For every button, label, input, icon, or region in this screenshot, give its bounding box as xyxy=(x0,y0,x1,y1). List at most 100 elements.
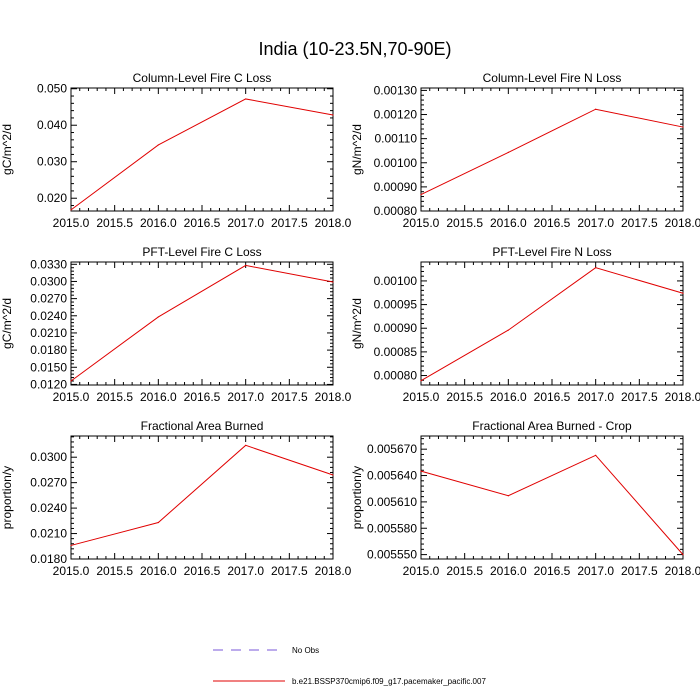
y-tick-label: 0.0210 xyxy=(30,527,67,541)
y-tick-label: 0.00080 xyxy=(374,204,418,218)
x-tick-label: 2015.0 xyxy=(53,564,90,578)
x-tick-label: 2016.5 xyxy=(534,564,571,578)
panel-title: Fractional Area Burned xyxy=(141,419,264,433)
plot-frame xyxy=(70,261,334,386)
y-tick-label: 0.0270 xyxy=(30,476,67,490)
chart-panels: Column-Level Fire C Loss gC/m^2/d 2015.0 20… xyxy=(0,71,700,578)
y-tick-label: 0.0180 xyxy=(30,343,67,357)
y-axis-label: gC/m^2/d xyxy=(0,298,14,349)
x-tick-label: 2017.0 xyxy=(577,564,614,578)
x-tick-label: 2017.5 xyxy=(271,390,308,404)
data-point xyxy=(595,108,597,110)
y-tick-label: 0.030 xyxy=(37,155,67,169)
y-tick-label: 0.00095 xyxy=(374,298,418,312)
chart-panel-4: PFT-Level Fire N Loss gN/m^2/d 2015.0 2015.… xyxy=(350,245,700,404)
x-tick-label: 2015.5 xyxy=(446,390,483,404)
plot-frame xyxy=(420,435,684,560)
y-tick-label: 0.0180 xyxy=(30,552,67,566)
y-tick-label: 0.00090 xyxy=(374,321,418,335)
data-point xyxy=(157,521,159,524)
x-tick-label: 2016.0 xyxy=(140,390,177,404)
x-tick-label: 2015.0 xyxy=(53,390,90,404)
data-point xyxy=(332,281,334,283)
data-point xyxy=(420,380,422,382)
x-tick-label: 2016.5 xyxy=(184,564,221,578)
data-point xyxy=(157,316,159,318)
x-tick-label: 2017.0 xyxy=(227,216,264,230)
series-line xyxy=(420,267,684,382)
y-axis-label: gN/m^2/d xyxy=(350,298,364,349)
x-tick-label: 2018.0 xyxy=(665,216,700,230)
chart-panel-1: Column-Level Fire C Loss gC/m^2/d 2015.0 20… xyxy=(0,71,352,230)
x-tick-label: 2015.5 xyxy=(446,216,483,230)
plot-frame xyxy=(420,261,684,386)
plot-frame xyxy=(70,435,334,560)
x-tick-label: 2015.0 xyxy=(403,390,440,404)
y-tick-label: 0.0150 xyxy=(30,360,67,374)
x-tick-label: 2015.0 xyxy=(53,216,90,230)
x-tick-label: 2017.0 xyxy=(577,390,614,404)
x-tick-label: 2015.5 xyxy=(96,216,133,230)
x-tick-label: 2017.5 xyxy=(271,564,308,578)
data-point xyxy=(332,114,334,116)
chart-panel-2: Column-Level Fire N Loss gN/m^2/d 2015.0 20… xyxy=(350,71,700,230)
y-axis-label: gN/m^2/d xyxy=(350,124,364,175)
y-tick-label: 0.00090 xyxy=(374,180,418,194)
series-line xyxy=(70,444,334,546)
y-tick-label: 0.00080 xyxy=(374,369,418,383)
data-point xyxy=(682,554,684,556)
y-tick-label: 0.0210 xyxy=(30,326,67,340)
panel-title: PFT-Level Fire C Loss xyxy=(142,245,261,259)
y-tick-label: 0.005670 xyxy=(367,442,417,456)
x-tick-label: 2017.0 xyxy=(227,390,264,404)
series-line xyxy=(420,108,684,196)
series-line xyxy=(420,454,684,555)
y-tick-label: 0.005640 xyxy=(367,469,417,483)
y-tick-label: 0.0120 xyxy=(30,377,67,391)
data-point xyxy=(245,264,247,267)
y-tick-label: 0.0240 xyxy=(30,309,67,323)
x-tick-label: 2015.5 xyxy=(96,564,133,578)
chart-panel-6: Fractional Area Burned - Crop proportion/… xyxy=(350,419,700,578)
data-point xyxy=(70,544,72,547)
data-point xyxy=(595,267,597,269)
y-tick-label: 0.00100 xyxy=(374,274,418,288)
x-tick-label: 2016.0 xyxy=(140,216,177,230)
data-point xyxy=(420,194,422,196)
y-tick-label: 0.005580 xyxy=(367,521,417,535)
y-tick-label: 0.0300 xyxy=(30,450,67,464)
x-tick-label: 2016.0 xyxy=(490,564,527,578)
data-point xyxy=(70,209,72,211)
x-tick-label: 2015.5 xyxy=(96,390,133,404)
panel-title: Column-Level Fire C Loss xyxy=(133,71,272,85)
x-tick-label: 2016.0 xyxy=(490,216,527,230)
data-point xyxy=(420,470,422,472)
data-point xyxy=(332,474,334,476)
chart-panel-5: Fractional Area Burned proportion/y 2015.0… xyxy=(0,419,352,578)
x-tick-label: 2018.0 xyxy=(665,564,700,578)
panel-title: PFT-Level Fire N Loss xyxy=(492,245,611,259)
y-tick-label: 0.00110 xyxy=(375,132,418,146)
x-tick-label: 2017.0 xyxy=(577,216,614,230)
plot-frame xyxy=(420,87,684,212)
x-tick-label: 2017.5 xyxy=(621,216,658,230)
y-tick-label: 0.005550 xyxy=(367,548,417,562)
x-tick-label: 2016.5 xyxy=(534,216,571,230)
x-tick-label: 2018.0 xyxy=(665,390,700,404)
series-line xyxy=(70,264,334,382)
y-tick-label: 0.005610 xyxy=(367,495,417,509)
y-axis-label: proportion/y xyxy=(350,466,364,529)
chart-panel-3: PFT-Level Fire C Loss gC/m^2/d 2015.0 2015.… xyxy=(0,245,352,404)
y-tick-label: 0.040 xyxy=(37,118,67,132)
y-tick-label: 0.020 xyxy=(37,191,67,205)
x-tick-label: 2016.0 xyxy=(490,390,527,404)
y-tick-label: 0.050 xyxy=(37,82,67,96)
panel-title: Fractional Area Burned - Crop xyxy=(472,419,632,433)
x-tick-label: 2017.5 xyxy=(621,390,658,404)
y-tick-label: 0.0300 xyxy=(30,274,67,288)
x-tick-label: 2018.0 xyxy=(315,564,352,578)
x-tick-label: 2018.0 xyxy=(315,216,352,230)
data-point xyxy=(157,144,159,146)
y-tick-label: 0.0330 xyxy=(30,257,67,271)
y-tick-label: 0.0270 xyxy=(30,292,67,306)
